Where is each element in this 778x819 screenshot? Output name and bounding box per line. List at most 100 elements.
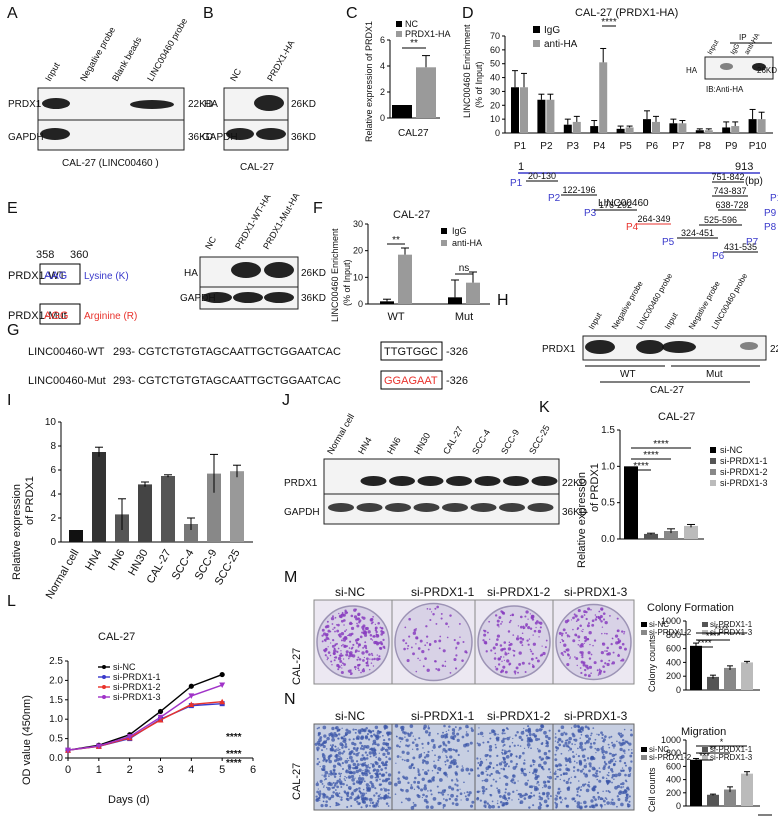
n-cell [613,754,616,757]
d-bar-antiha [599,62,608,134]
n-cell [417,770,420,774]
n-cell [338,772,341,775]
n-cell [495,780,498,783]
n-cell [363,745,367,749]
m-colony [602,618,606,621]
n-cell [375,792,378,795]
n-cell [560,740,564,743]
n-cell [405,738,409,742]
n-cell [596,791,600,794]
blot-band [662,341,696,353]
m-colony [580,660,584,664]
n-cell [338,748,341,751]
n-cell [512,774,516,778]
n-cell [328,781,331,784]
m-bar [707,676,719,690]
k-legend-swatch [710,480,716,486]
n-cell [582,768,585,771]
n-cell [476,757,479,760]
n-cell [337,751,342,755]
m-colony [338,612,340,615]
n-cell [572,755,576,759]
n-cell [601,749,605,754]
m-colony [383,647,386,650]
g-site-box [380,370,443,390]
n-cell [595,752,597,754]
n-cell [468,791,472,795]
n-cell [397,771,401,774]
l-series-line [67,684,223,751]
m-legend-swatch [641,622,647,627]
n-cell [400,725,404,730]
kd-label: 22KD [188,99,213,110]
n-cell [378,756,380,759]
m-colony [509,642,513,646]
m-legend-label: si-PRDX1-1 [710,620,753,629]
n-cell [538,795,541,798]
k-legend-swatch [710,469,716,475]
m-colony [374,626,378,630]
m-colony [332,628,334,631]
blot-band [527,503,554,512]
n-cell [502,802,506,805]
m-colony [498,616,502,619]
n-cell [318,795,321,798]
m-colony [437,668,441,672]
n-cell [367,738,371,741]
n-cell [363,757,367,761]
n-cell [403,777,406,780]
m-colony [380,642,384,646]
n-cell [461,765,464,767]
map-range-label: 176-292 [599,200,632,210]
n-cell [604,797,607,800]
n-cell [369,804,371,807]
m-colony [341,613,344,616]
m-colony [371,639,374,641]
n-cell [491,805,495,809]
n-cell [352,782,356,786]
n-cell [547,785,552,790]
n-cell [316,757,319,760]
n-cell [578,762,583,766]
n-cell [365,746,368,749]
m-colony [531,652,534,655]
n-cell [630,729,633,732]
m-colony [539,621,543,625]
m-colony [527,626,531,630]
n-cell [439,767,442,770]
m-colony [374,623,377,626]
n-cell [501,761,503,763]
d-tick-label: 40 [490,73,500,83]
n-cell [595,772,598,775]
n-cell [365,804,369,808]
n-cell [325,795,329,799]
lane-label: Input [663,310,680,331]
n-cell [613,747,615,749]
map-start: 1 [518,161,524,173]
m-colony [507,652,510,655]
n-cell [428,731,431,735]
n-cell [598,779,602,783]
n-legend-swatch [641,747,647,752]
lane-label: Blank beads [110,35,144,83]
m-colony [561,632,564,635]
n-cell [586,757,590,760]
n-cell [366,769,370,773]
n-cell [503,794,506,797]
m-colony [365,664,368,667]
n-cell [507,792,511,796]
n-cell [388,757,392,761]
lane-label: LINC00460 probe [145,16,189,83]
m-colony [587,607,591,611]
n-legend-swatch [702,747,708,752]
m-colony [580,615,584,619]
blot-band [356,503,383,512]
m-colony [334,616,337,619]
n-cell [608,791,611,794]
n-cell [468,772,471,775]
n-cell [558,768,562,772]
m-colony [598,610,601,613]
m-colony [425,625,428,628]
m-colony [583,642,586,644]
n-cell [560,774,563,777]
